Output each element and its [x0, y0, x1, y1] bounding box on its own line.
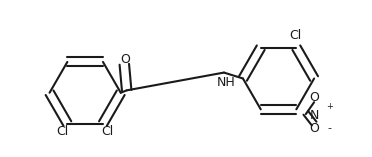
Text: O: O	[309, 91, 319, 104]
Text: Cl: Cl	[289, 29, 301, 42]
Text: Cl: Cl	[102, 125, 114, 138]
Text: O: O	[309, 122, 319, 135]
Text: O: O	[121, 53, 131, 66]
Text: NH: NH	[217, 76, 236, 89]
Text: +: +	[326, 103, 333, 111]
Text: N: N	[310, 109, 319, 122]
Text: Cl: Cl	[57, 125, 69, 138]
Text: -: -	[327, 123, 331, 133]
